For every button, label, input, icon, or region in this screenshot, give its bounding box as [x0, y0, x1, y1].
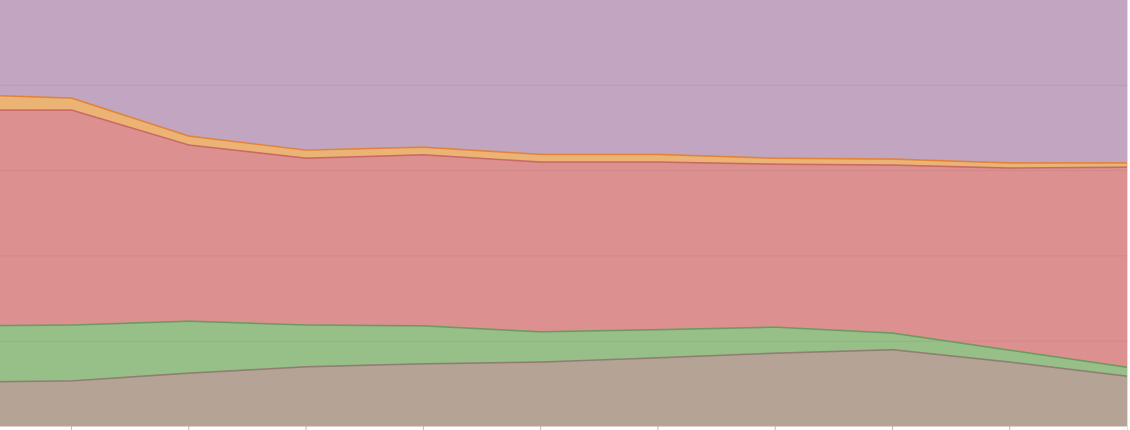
area-line [0, 320, 1127, 369]
area [0, 95, 1127, 169]
area-line [0, 94, 1127, 164]
area-line [0, 109, 1127, 169]
area [0, 349, 1127, 427]
axes [71, 0, 1128, 430]
area [0, 321, 1127, 382]
area [0, 110, 1127, 368]
area [0, 0, 1127, 163]
area-line [0, 348, 1127, 383]
